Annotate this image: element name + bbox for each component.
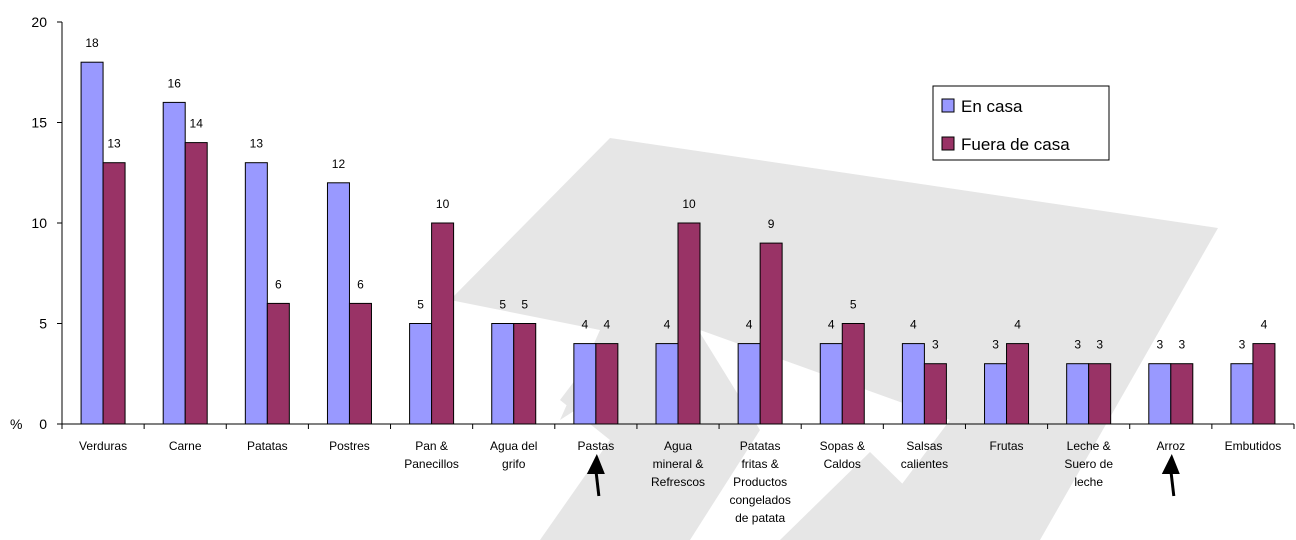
bar-en-casa	[409, 323, 433, 425]
category-label: Verduras	[79, 439, 127, 453]
category-label: Pastas	[578, 439, 615, 453]
bar-fuera-de-casa	[1252, 343, 1276, 425]
legend-box	[932, 85, 1110, 161]
category-label: Agua mineral & Refrescos	[651, 439, 705, 489]
bar-fuera-de-casa	[677, 222, 701, 425]
data-label: 5	[499, 298, 506, 312]
y-tick-label: 5	[39, 316, 47, 332]
arrow-shaft	[1169, 469, 1176, 497]
bar-en-casa	[573, 343, 597, 425]
data-label: 4	[604, 318, 611, 332]
y-tick-label: 20	[31, 14, 47, 30]
data-label: 4	[746, 318, 753, 332]
data-label: 5	[417, 298, 424, 312]
data-label: 13	[107, 137, 121, 151]
data-label: 3	[1239, 338, 1246, 352]
data-label: 3	[992, 338, 999, 352]
data-label: 18	[85, 36, 99, 50]
data-label: 3	[1096, 338, 1103, 352]
bar-fuera-de-casa	[759, 242, 783, 425]
category-label: Sopas & Caldos	[820, 439, 865, 471]
bar-fuera-de-casa	[513, 323, 537, 425]
bar-en-casa	[737, 343, 761, 425]
category-label: Pan & Panecillos	[404, 439, 459, 471]
category-label: Patatas fritas & Productos congelados de pat…	[729, 439, 790, 525]
data-label: 4	[582, 318, 589, 332]
y-tick-label: 15	[31, 115, 47, 131]
data-label: 4	[1261, 318, 1268, 332]
legend: En casa Fuera de casa	[932, 85, 1110, 161]
bar-en-casa	[244, 162, 268, 425]
y-tick-label: 10	[31, 215, 47, 231]
bar-fuera-de-casa	[184, 142, 208, 425]
bar-en-casa	[984, 363, 1008, 425]
legend-label: En casa	[961, 97, 1023, 116]
bar-fuera-de-casa	[431, 222, 455, 425]
bar-en-casa	[1230, 363, 1254, 425]
bar-fuera-de-casa	[1170, 363, 1194, 425]
bar-en-casa	[326, 182, 350, 425]
data-label: 4	[910, 318, 917, 332]
arrow-marker	[586, 454, 605, 474]
category-label: Leche & Suero de leche	[1064, 439, 1113, 489]
category-label: Arroz	[1156, 439, 1185, 453]
category-label: Embutidos	[1225, 439, 1282, 453]
category-label: Agua del grifo	[490, 439, 537, 471]
bar-en-casa	[491, 323, 515, 425]
y-axis-unit: %	[10, 416, 22, 432]
data-label: 6	[275, 277, 282, 291]
arrow-marker	[1161, 454, 1180, 474]
bar-en-casa	[655, 343, 679, 425]
data-label: 5	[521, 298, 528, 312]
data-label: 3	[932, 338, 939, 352]
data-label: 12	[332, 157, 346, 171]
data-label: 10	[436, 197, 450, 211]
bar-en-casa	[819, 343, 843, 425]
bar-en-casa	[1066, 363, 1090, 425]
legend-swatch	[941, 98, 955, 113]
bar-fuera-de-casa	[1088, 363, 1112, 425]
data-label: 3	[1178, 338, 1185, 352]
data-label: 4	[828, 318, 835, 332]
y-tick-label: 0	[39, 416, 47, 432]
category-label: Postres	[329, 439, 370, 453]
bar-en-casa	[1148, 363, 1172, 425]
legend-label: Fuera de casa	[961, 135, 1070, 154]
data-label: 4	[1014, 318, 1021, 332]
legend-swatch	[941, 136, 955, 151]
bar-fuera-de-casa	[266, 302, 290, 425]
bar-fuera-de-casa	[595, 343, 619, 425]
bar-fuera-de-casa	[923, 363, 947, 425]
data-label: 4	[664, 318, 671, 332]
category-label: Patatas	[247, 439, 288, 453]
category-label: Frutas	[990, 439, 1024, 453]
bar-en-casa	[162, 101, 186, 425]
data-label: 3	[1156, 338, 1163, 352]
data-label: 5	[850, 298, 857, 312]
bar-fuera-de-casa	[348, 302, 372, 425]
data-label: 6	[357, 277, 364, 291]
bar-fuera-de-casa	[841, 323, 865, 425]
data-label: 16	[168, 76, 182, 90]
data-label: 13	[250, 137, 264, 151]
data-label: 3	[1074, 338, 1081, 352]
bar-fuera-de-casa	[102, 162, 126, 425]
data-label: 14	[190, 117, 204, 131]
bar-en-casa	[901, 343, 925, 425]
data-label: 10	[682, 197, 696, 211]
bar-fuera-de-casa	[1006, 343, 1030, 425]
bar-en-casa	[80, 61, 104, 425]
category-label: Carne	[169, 439, 202, 453]
category-label: Salsas calientes	[901, 439, 948, 471]
data-label: 9	[768, 217, 775, 231]
arrow-shaft	[594, 469, 601, 497]
